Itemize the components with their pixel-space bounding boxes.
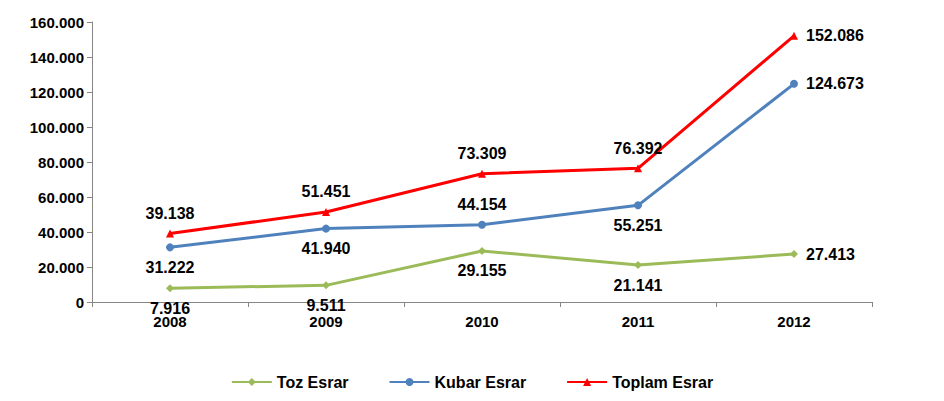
svg-text:2012: 2012 xyxy=(777,313,810,330)
svg-text:160.000: 160.000 xyxy=(30,14,84,31)
svg-text:2009: 2009 xyxy=(309,313,342,330)
svg-text:55.251: 55.251 xyxy=(614,217,663,234)
svg-text:80.000: 80.000 xyxy=(38,154,84,171)
svg-text:41.940: 41.940 xyxy=(302,240,351,257)
svg-text:9.511: 9.511 xyxy=(306,297,345,314)
svg-text:51.451: 51.451 xyxy=(302,183,351,200)
svg-text:21.141: 21.141 xyxy=(614,277,663,294)
svg-text:2010: 2010 xyxy=(465,313,498,330)
svg-text:73.309: 73.309 xyxy=(458,145,507,162)
svg-text:2011: 2011 xyxy=(622,313,655,330)
svg-text:0: 0 xyxy=(76,294,84,311)
svg-text:60.000: 60.000 xyxy=(38,189,84,206)
svg-text:29.155: 29.155 xyxy=(458,262,507,279)
svg-text:124.673: 124.673 xyxy=(806,75,864,92)
svg-text:Toz Esrar: Toz Esrar xyxy=(277,374,349,391)
svg-text:20.000: 20.000 xyxy=(38,259,84,276)
svg-text:140.000: 140.000 xyxy=(30,49,84,66)
svg-text:120.000: 120.000 xyxy=(30,84,84,101)
svg-text:100.000: 100.000 xyxy=(30,119,84,136)
svg-text:Toplam Esrar: Toplam Esrar xyxy=(612,374,713,391)
svg-text:31.222: 31.222 xyxy=(146,259,195,276)
svg-text:2008: 2008 xyxy=(153,313,187,330)
svg-text:39.138: 39.138 xyxy=(146,205,195,222)
svg-text:40.000: 40.000 xyxy=(38,224,84,241)
svg-text:76.392: 76.392 xyxy=(614,140,663,157)
svg-text:44.154: 44.154 xyxy=(458,196,507,213)
svg-text:152.086: 152.086 xyxy=(806,27,864,44)
svg-text:Kubar Esrar: Kubar Esrar xyxy=(435,374,527,391)
svg-text:7.916: 7.916 xyxy=(150,300,190,317)
svg-text:27.413: 27.413 xyxy=(806,246,855,263)
